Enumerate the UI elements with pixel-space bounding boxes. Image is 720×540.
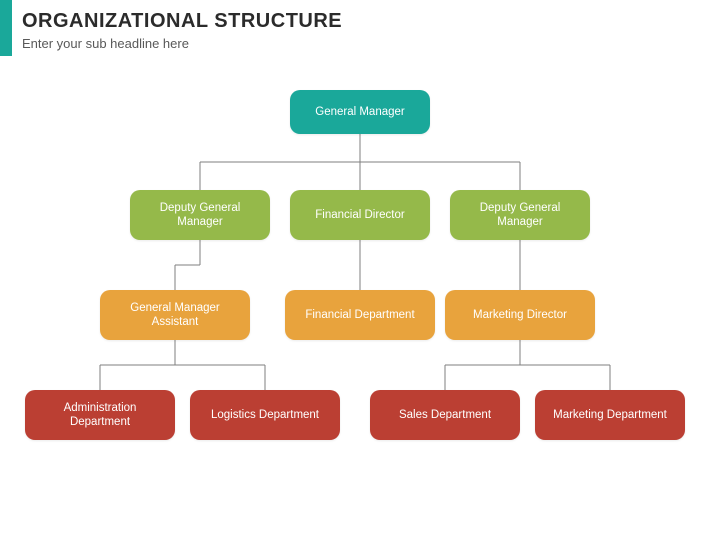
org-node-sales: Sales Department: [370, 390, 520, 440]
org-node-fd: Financial Director: [290, 190, 430, 240]
org-node-gma: General Manager Assistant: [100, 290, 250, 340]
org-node-gm: General Manager: [290, 90, 430, 134]
org-node-fdep: Financial Department: [285, 290, 435, 340]
page-subtitle: Enter your sub headline here: [22, 36, 189, 51]
org-node-md: Marketing Director: [445, 290, 595, 340]
org-chart: General Manager Deputy General Manager Fin…: [0, 70, 720, 540]
org-node-log: Logistics Department: [190, 390, 340, 440]
header-accent-bar: [0, 0, 12, 56]
org-node-dgm1: Deputy General Manager: [130, 190, 270, 240]
org-node-admin: Administration Department: [25, 390, 175, 440]
org-node-dgm2: Deputy General Manager: [450, 190, 590, 240]
org-node-mdep: Marketing Department: [535, 390, 685, 440]
page-title: ORGANIZATIONAL STRUCTURE: [22, 10, 342, 33]
